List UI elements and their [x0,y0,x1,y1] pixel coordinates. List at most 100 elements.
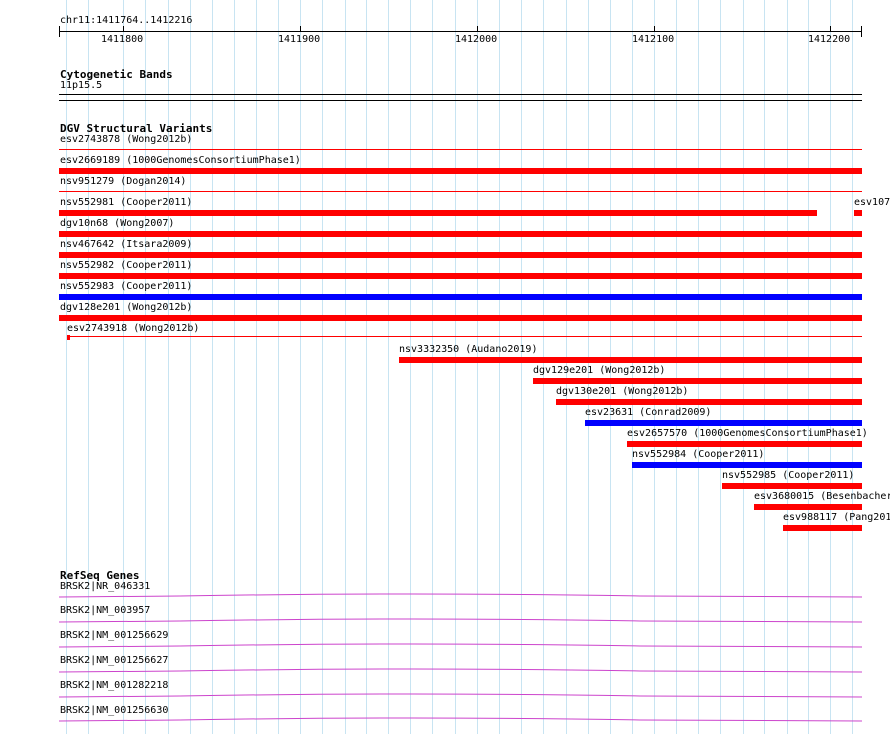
gridline [278,0,279,734]
variant-bar[interactable] [59,273,862,279]
gridline [168,0,169,734]
gridline [830,0,831,734]
variant-bar[interactable] [556,399,862,405]
gene-line[interactable] [58,668,863,673]
gene-line[interactable] [58,717,863,722]
gridline [743,0,744,734]
variant-label[interactable]: nsv552985 (Cooper2011) [722,470,855,481]
variant-bar[interactable] [722,483,862,489]
variant-bar[interactable] [59,231,862,237]
variant-label[interactable]: nsv552984 (Cooper2011) [632,449,765,460]
ruler-tick-label: 1411900 [278,34,321,45]
gridline [764,0,765,734]
variant-label[interactable]: esv23631 (Conrad2009) [585,407,712,418]
variant-label[interactable]: esv988117 (Pang201 [783,512,890,523]
ruler-end-tick [59,26,60,37]
variant-bar[interactable] [59,149,862,150]
variant-bar[interactable] [783,525,862,531]
variant-label[interactable]: nsv951279 (Dogan2014) [60,176,187,187]
ruler-axis [59,31,862,32]
gridline [345,0,346,734]
variant-bar[interactable] [67,335,70,340]
gene-line[interactable] [58,643,863,648]
gene-line[interactable] [58,693,863,698]
variant-label[interactable]: esv2743918 (Wong2012b) [67,323,200,334]
gene-label[interactable]: BRSK2|NM_001256630 [60,705,169,716]
ruler-tick [123,26,124,32]
variant-bar[interactable] [59,252,862,258]
cytoband-line [59,94,862,95]
variant-bar[interactable] [59,294,862,300]
gene-line[interactable] [58,618,863,623]
dgv-track-title: DGV Structural Variants [60,122,213,135]
gridline [477,0,478,734]
variant-bar[interactable] [627,441,862,447]
gridline [455,0,456,734]
variant-label[interactable]: esv2657570 (1000GenomesConsortiumPhase1) [627,428,868,439]
variant-bar[interactable] [59,315,862,321]
variant-bar[interactable] [632,462,862,468]
cytoband-label: 11p15.5 [60,80,103,91]
variant-bar[interactable] [854,210,862,216]
variant-label[interactable]: dgv128e201 (Wong2012b) [60,302,193,313]
gene-line[interactable] [58,593,863,598]
variant-label[interactable]: esv3680015 (Besenbacher [754,491,890,502]
gridline [521,0,522,734]
gridline [676,0,677,734]
gridline [366,0,367,734]
variant-label[interactable]: dgv10n68 (Wong2007) [60,218,175,229]
variant-label[interactable]: esv2743878 (Wong2012b) [60,134,193,145]
variant-bar[interactable] [59,210,817,216]
variant-label[interactable]: dgv129e201 (Wong2012b) [533,365,666,376]
variant-label[interactable]: nsv552981 (Cooper2011) [60,197,193,208]
gridline [588,0,589,734]
variant-label[interactable]: esv107 [854,197,890,208]
gridline [212,0,213,734]
ruler-tick-label: 1411800 [101,34,144,45]
variant-label[interactable]: nsv552983 (Cooper2011) [60,281,193,292]
gridline [66,0,67,734]
gene-label[interactable]: BRSK2|NM_001256629 [60,630,169,641]
gridline [410,0,411,734]
gene-label[interactable]: BRSK2|NM_001256627 [60,655,169,666]
ruler-tick [300,26,301,32]
variant-label[interactable]: nsv3332350 (Audano2019) [399,344,538,355]
variant-bar[interactable] [585,420,862,426]
gridline [632,0,633,734]
gridline [654,0,655,734]
variant-bar[interactable] [59,168,862,174]
variant-label[interactable]: dgv130e201 (Wong2012b) [556,386,689,397]
variant-label[interactable]: nsv467642 (Itsara2009) [60,239,193,250]
gridline [256,0,257,734]
gene-label[interactable]: BRSK2|NM_001282218 [60,680,169,691]
ruler-end-tick [861,26,862,37]
ruler-tick [830,26,831,32]
ruler-tick-label: 1412100 [632,34,675,45]
cytoband-track-title: Cytogenetic Bands [60,68,173,81]
gridline [88,0,89,734]
gridline [300,0,301,734]
gridline [808,0,809,734]
variant-bar[interactable] [59,191,862,192]
gene-label[interactable]: BRSK2|NM_003957 [60,605,151,616]
gridline [190,0,191,734]
gridline [720,0,721,734]
gene-label[interactable]: BRSK2|NR_046331 [60,581,151,592]
region-label: chr11:1411764..1412216 [60,15,193,26]
gridline [123,0,124,734]
ruler-tick-label: 1412000 [455,34,498,45]
refseq-track-title: RefSeq Genes [60,569,140,582]
ruler-tick [477,26,478,32]
variant-bar[interactable] [754,504,862,510]
variant-label[interactable]: esv2669189 (1000GenomesConsortiumPhase1) [60,155,301,166]
gridline [234,0,235,734]
variant-bar[interactable] [533,378,862,384]
variant-label[interactable]: nsv552982 (Cooper2011) [60,260,193,271]
gridline [388,0,389,734]
gridline [145,0,146,734]
gridline [610,0,611,734]
variant-bar[interactable] [399,357,862,363]
gridline [566,0,567,734]
